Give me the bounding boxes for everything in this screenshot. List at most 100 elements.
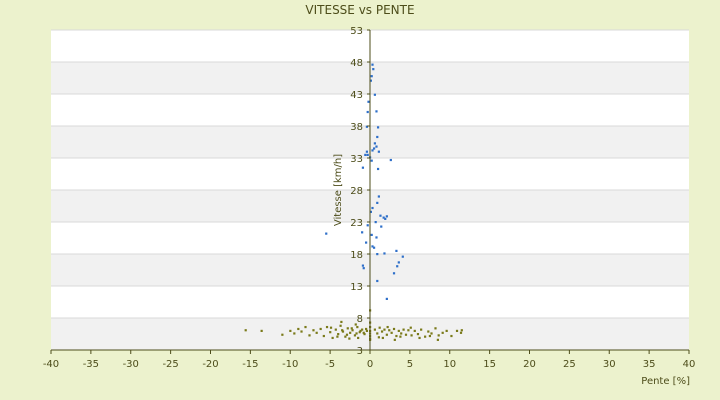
data-point (410, 334, 413, 337)
data-point (340, 320, 343, 324)
y-tick-label: 28 (350, 186, 363, 197)
x-tick-label: -35 (83, 359, 99, 370)
data-point (396, 265, 399, 268)
data-point (374, 221, 377, 224)
data-point (371, 245, 374, 248)
data-point (364, 153, 367, 156)
data-point (385, 215, 388, 218)
data-point (367, 100, 370, 103)
data-point (373, 142, 376, 145)
axes (50, 29, 690, 354)
data-point (383, 328, 386, 331)
x-tick-label: -25 (162, 359, 178, 370)
chart-title: VITESSE vs PENTE (305, 3, 414, 17)
data-point (388, 329, 391, 332)
data-point (455, 329, 459, 332)
data-point (366, 110, 369, 114)
data-point (424, 335, 427, 338)
data-point (336, 335, 339, 338)
data-point (354, 323, 357, 326)
data-point (322, 334, 325, 338)
data-point (371, 149, 374, 152)
data-point (351, 329, 354, 332)
data-point (404, 333, 408, 336)
data-point (373, 93, 376, 96)
data-points (244, 63, 463, 341)
data-point (413, 329, 416, 332)
data-point (365, 241, 368, 244)
data-point (325, 325, 329, 329)
data-point (304, 325, 307, 329)
data-point (377, 195, 380, 198)
data-point (366, 153, 369, 156)
data-point (361, 231, 364, 234)
data-point (363, 333, 366, 336)
data-point (353, 334, 357, 337)
y-tick-label: 18 (350, 250, 363, 261)
data-point (420, 328, 423, 331)
data-point (289, 329, 292, 332)
x-tick-label: 30 (603, 359, 616, 370)
y-tick-label: 33 (350, 154, 363, 165)
data-point (409, 326, 412, 329)
data-point (395, 249, 398, 252)
data-point (382, 216, 385, 219)
data-point (436, 338, 439, 341)
data-point (349, 331, 352, 334)
data-point (366, 224, 369, 227)
data-point (393, 338, 396, 341)
data-point (372, 68, 375, 71)
data-point (350, 327, 353, 330)
data-point (373, 328, 376, 331)
x-tick-label: 15 (483, 359, 496, 370)
data-point (380, 330, 384, 333)
x-tick-label: 35 (643, 359, 656, 370)
data-point (392, 272, 396, 275)
data-point (428, 334, 432, 338)
x-tick-label: -30 (123, 359, 139, 370)
data-point (384, 217, 387, 220)
data-point (361, 264, 365, 267)
x-tick-label: -10 (282, 359, 298, 370)
data-point (441, 331, 444, 334)
y-tick-label: 3 (357, 346, 363, 357)
data-point (376, 279, 379, 283)
data-point (372, 147, 376, 150)
data-point (369, 210, 372, 213)
data-point (281, 333, 284, 336)
data-point (361, 328, 364, 331)
data-point (430, 332, 433, 335)
data-point (375, 110, 378, 113)
data-point (375, 145, 378, 148)
x-tick-label: 40 (683, 359, 696, 370)
x-tick-label: -15 (242, 359, 258, 370)
data-point (319, 327, 322, 331)
y-tick-label: 38 (350, 122, 363, 133)
y-tick-label: 48 (350, 58, 363, 69)
data-point (334, 328, 337, 331)
data-point (365, 125, 369, 128)
x-tick-label: -5 (325, 359, 335, 370)
data-point (437, 334, 440, 337)
data-point (402, 328, 405, 331)
data-point (376, 135, 379, 139)
data-point (345, 333, 349, 336)
data-point (395, 334, 398, 338)
data-point (381, 336, 384, 340)
data-point (401, 255, 404, 258)
data-point (341, 329, 344, 332)
y-axis-label: Vitesse [km/h] (333, 154, 344, 226)
data-point (361, 166, 365, 169)
data-point (460, 329, 463, 332)
data-point (397, 329, 400, 332)
data-point (385, 297, 388, 300)
data-point (362, 331, 365, 334)
data-point (341, 330, 345, 333)
data-point (427, 330, 430, 333)
data-point (377, 150, 380, 153)
data-point (445, 329, 448, 332)
data-point (358, 331, 361, 334)
y-tick-label: 13 (350, 282, 363, 293)
data-point (378, 326, 381, 329)
data-point (308, 334, 311, 337)
